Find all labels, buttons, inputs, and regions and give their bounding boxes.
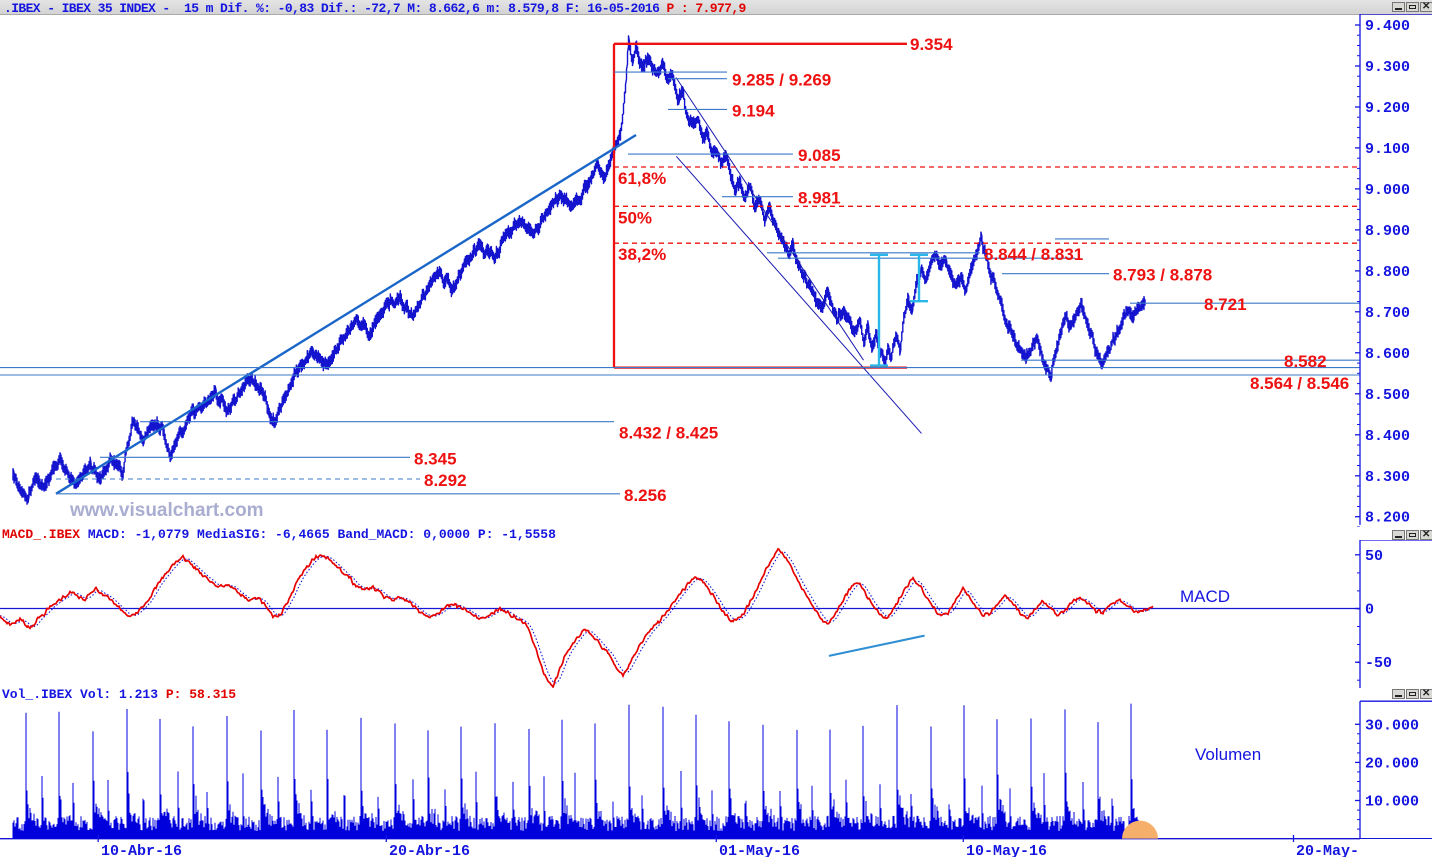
svg-text:8.400: 8.400	[1365, 428, 1410, 445]
svg-text:8.793 / 8.878: 8.793 / 8.878	[1113, 266, 1212, 285]
svg-text:8.900: 8.900	[1365, 223, 1410, 240]
svg-text:9.200: 9.200	[1365, 100, 1410, 117]
svg-text:8.800: 8.800	[1365, 264, 1410, 281]
svg-text:20-May-1: 20-May-1	[1296, 843, 1360, 857]
svg-text:8.500: 8.500	[1365, 387, 1410, 404]
svg-text:30.000: 30.000	[1365, 717, 1419, 734]
svg-text:0: 0	[1365, 602, 1374, 619]
svg-text:38,2%: 38,2%	[618, 245, 666, 264]
svg-text:8.844 / 8.831: 8.844 / 8.831	[984, 245, 1083, 264]
svg-text:10-Abr-16: 10-Abr-16	[101, 843, 182, 857]
svg-text:8.292: 8.292	[424, 471, 467, 490]
svg-text:8.564 / 8.546: 8.564 / 8.546	[1250, 374, 1349, 393]
svg-text:9.100: 9.100	[1365, 141, 1410, 158]
svg-text:9.354: 9.354	[910, 35, 953, 54]
svg-text:50: 50	[1365, 548, 1383, 565]
svg-text:61,8%: 61,8%	[618, 169, 666, 188]
svg-text:01-May-16: 01-May-16	[719, 843, 800, 857]
svg-text:8.300: 8.300	[1365, 469, 1410, 486]
svg-text:8.600: 8.600	[1365, 346, 1410, 363]
svg-text:8.582: 8.582	[1284, 352, 1327, 371]
svg-text:8.981: 8.981	[798, 189, 841, 208]
svg-text:8.721: 8.721	[1204, 295, 1247, 314]
svg-text:9.194: 9.194	[732, 101, 775, 120]
svg-text:8.700: 8.700	[1365, 305, 1410, 322]
svg-text:8.432 / 8.425: 8.432 / 8.425	[619, 424, 718, 443]
svg-text:10.000: 10.000	[1365, 794, 1419, 811]
svg-text:8.345: 8.345	[414, 449, 457, 468]
svg-text:10-May-16: 10-May-16	[966, 843, 1047, 857]
svg-text:20-Abr-16: 20-Abr-16	[389, 843, 470, 857]
svg-text:50%: 50%	[618, 208, 652, 227]
svg-text:-50: -50	[1365, 655, 1392, 672]
svg-text:9.300: 9.300	[1365, 59, 1410, 76]
svg-text:8.256: 8.256	[624, 486, 667, 505]
svg-text:8.200: 8.200	[1365, 510, 1410, 527]
svg-text:9.085: 9.085	[798, 146, 841, 165]
svg-text:9.285 / 9.269: 9.285 / 9.269	[732, 71, 831, 90]
svg-text:9.400: 9.400	[1365, 18, 1410, 35]
svg-text:20.000: 20.000	[1365, 755, 1419, 772]
svg-text:9.000: 9.000	[1365, 182, 1410, 199]
